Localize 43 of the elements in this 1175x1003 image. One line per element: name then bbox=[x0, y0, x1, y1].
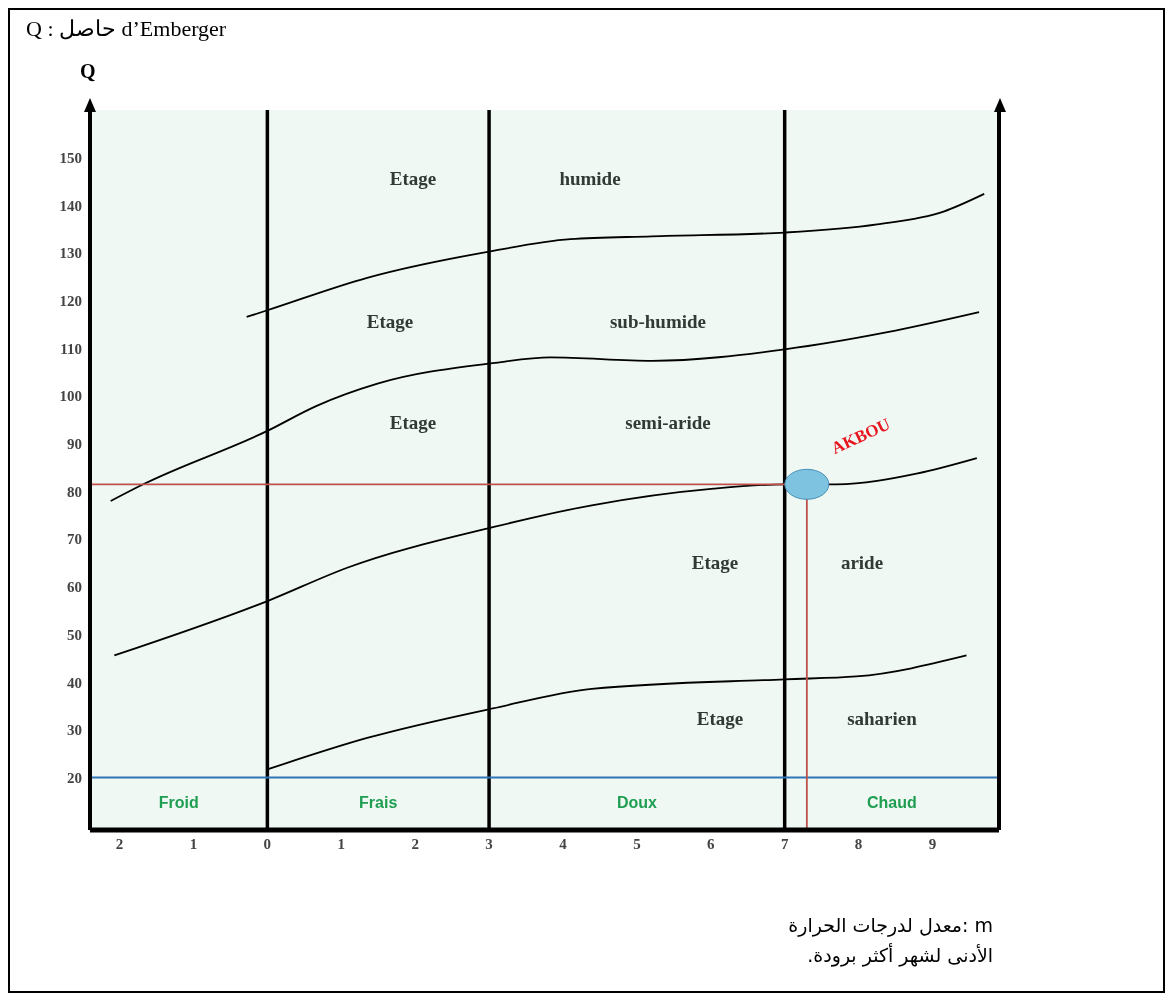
y-axis-title: Q bbox=[80, 60, 96, 83]
y-tick-label: 50 bbox=[67, 626, 82, 643]
x-tick-label: 3 bbox=[485, 835, 493, 852]
y-tick-label: 20 bbox=[67, 769, 82, 786]
x-tick-label: 6 bbox=[707, 835, 716, 852]
y-tick-label: 40 bbox=[67, 674, 82, 691]
y-tick-label: 80 bbox=[67, 483, 82, 500]
y-tick-label: 120 bbox=[59, 293, 82, 310]
annotation: saharien bbox=[847, 708, 918, 729]
y-tick-label: 150 bbox=[59, 150, 82, 167]
y-tick-label: 60 bbox=[67, 579, 82, 596]
band-label: Froid bbox=[158, 794, 199, 811]
annotation: Etage bbox=[691, 552, 739, 573]
x-tick-label: 7 bbox=[780, 835, 789, 852]
y-tick-label: 100 bbox=[59, 388, 82, 405]
band-label: Frais bbox=[359, 794, 398, 811]
x-tick-label: 1 bbox=[189, 835, 198, 852]
annotation: semi-aride bbox=[625, 412, 711, 433]
y-tick-label: 140 bbox=[59, 197, 82, 214]
annotation: sub-humide bbox=[609, 311, 707, 332]
x-tick-label: 2 bbox=[115, 835, 124, 852]
x-tick-label: 2 bbox=[411, 835, 419, 852]
x-tick-label: 4 bbox=[559, 835, 568, 852]
band-label: Doux bbox=[616, 794, 657, 811]
chart-title: Q : حاصل d’Emberger bbox=[26, 16, 227, 42]
y-tick-label: 30 bbox=[67, 722, 82, 739]
y-tick-label: 90 bbox=[67, 436, 82, 453]
y-tick-label: 110 bbox=[60, 340, 82, 357]
annotation: Etage bbox=[366, 311, 414, 332]
annotation: humide bbox=[559, 168, 621, 189]
x-tick-label: 8 bbox=[854, 835, 863, 852]
x-axis-title: m :معدل لدرجات الحرارة الأدنى لشهر أكثر برودة. bbox=[787, 913, 993, 969]
x-tick-label: 0 bbox=[263, 835, 272, 852]
annotation: Etage bbox=[696, 708, 744, 729]
x-tick-label: 5 bbox=[633, 835, 641, 852]
x-tick-label: 9 bbox=[928, 835, 937, 852]
band-label: Chaud bbox=[866, 794, 917, 811]
x-tick-label: 1 bbox=[337, 835, 346, 852]
y-tick-label: 70 bbox=[67, 531, 82, 548]
annotation: Etage bbox=[389, 412, 437, 433]
annotation: aride bbox=[840, 552, 884, 573]
y-tick-label: 130 bbox=[59, 245, 82, 262]
annotation: Etage bbox=[389, 168, 437, 189]
